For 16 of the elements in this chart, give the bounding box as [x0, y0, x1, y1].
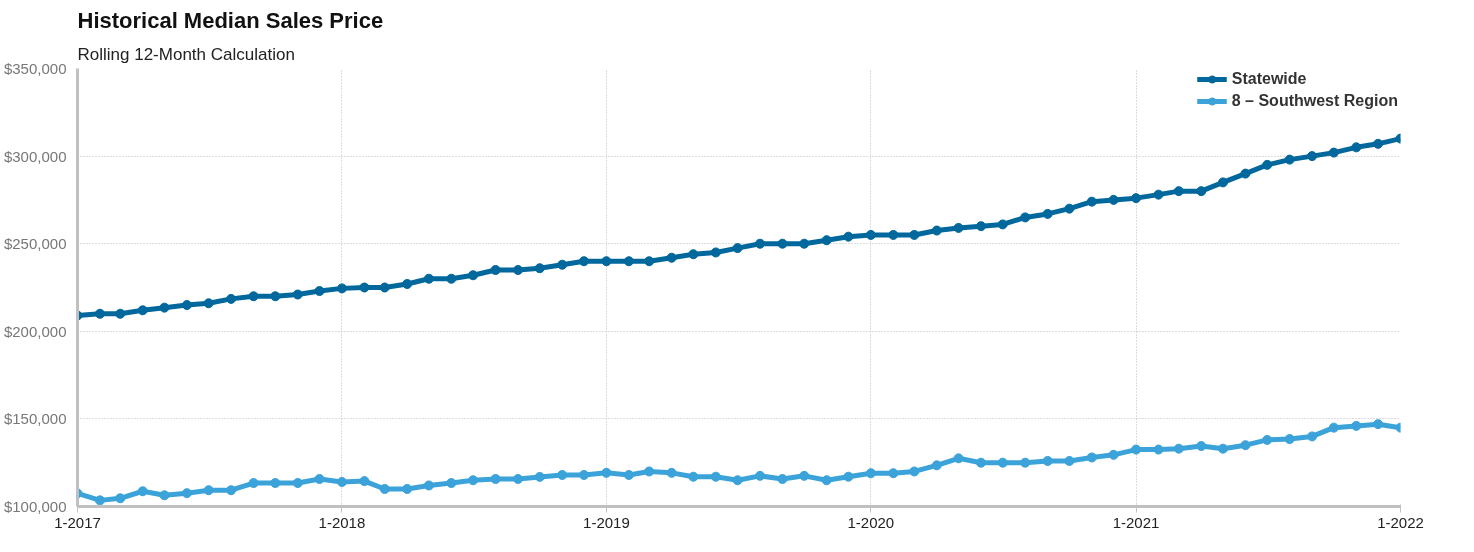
y-tick-label: $100,000	[3, 498, 67, 515]
x-tick-label: 1-2020	[847, 513, 895, 531]
x-tick-label: 1-2018	[318, 513, 366, 531]
y-tick-label: $250,000	[3, 235, 67, 253]
y-tick-label: $300,000	[3, 147, 67, 165]
legend-label: 8 – Southwest Region	[1231, 92, 1398, 110]
x-tick-label: 1-2017	[54, 513, 101, 531]
y-tick-label: $200,000	[3, 322, 67, 340]
legend-label: Statewide	[1231, 70, 1307, 88]
chart-title: Historical Median Sales Price	[77, 7, 384, 33]
y-tick-label: $150,000	[3, 410, 67, 428]
x-tick-label: 1-2022	[1377, 513, 1424, 531]
x-tick-label: 1-2021	[1112, 513, 1160, 531]
y-tick-label: $350,000	[3, 60, 67, 77]
chart-subtitle: Rolling 12-Month Calculation	[77, 44, 295, 64]
x-tick-label: 1-2019	[583, 513, 630, 531]
